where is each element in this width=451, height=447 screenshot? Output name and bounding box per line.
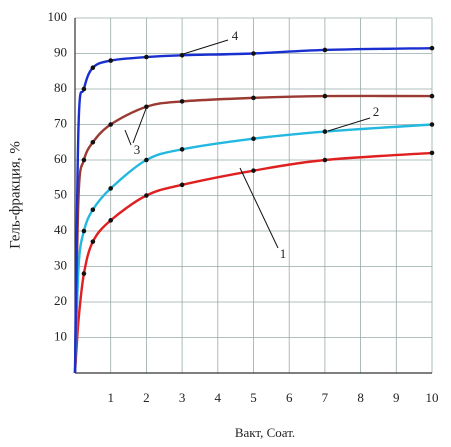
data-point: [90, 139, 96, 145]
x-tick-label: 9: [393, 390, 400, 405]
data-point: [108, 58, 113, 63]
x-tick-label: 7: [322, 390, 329, 405]
curve-label: 1: [280, 246, 287, 261]
data-point: [251, 168, 256, 173]
y-tick-label: 30: [54, 257, 67, 272]
data-point: [144, 193, 149, 198]
data-point: [179, 147, 185, 152]
y-tick-label: 20: [54, 293, 67, 308]
data-point: [144, 54, 149, 60]
x-tick-label: 2: [143, 390, 150, 405]
x-tick-label: 1: [107, 390, 114, 405]
data-point: [429, 93, 435, 99]
y-axis-label: Гель-фракция, %: [7, 141, 23, 249]
leader-line: [124, 129, 132, 146]
leader-line: [179, 39, 229, 56]
data-point: [322, 93, 328, 99]
x-axis-label: Вакт, Соат.: [235, 425, 295, 440]
data-point: [108, 122, 113, 127]
curve-label: 4: [232, 28, 239, 43]
data-point: [429, 150, 435, 156]
data-point: [179, 99, 185, 104]
data-point: [429, 45, 435, 51]
series-line: [73, 94, 433, 374]
y-tick-label: 90: [54, 44, 67, 59]
x-tick-label: 3: [179, 390, 186, 405]
data-point: [251, 95, 256, 101]
curve-label: 3: [134, 142, 141, 157]
data-point: [251, 51, 256, 56]
x-tick-label: 5: [250, 390, 257, 405]
x-tick-label: 4: [215, 390, 222, 405]
leader-line: [132, 105, 148, 144]
series-line: [73, 46, 433, 374]
y-tick-label: 60: [54, 151, 67, 166]
data-point: [251, 136, 256, 141]
data-point: [108, 186, 113, 191]
data-point: [90, 65, 96, 70]
y-tick-label: 40: [54, 222, 67, 237]
y-tick-label: 70: [54, 115, 67, 130]
data-point: [322, 157, 328, 163]
data-point: [81, 86, 87, 92]
x-tick-label: 8: [357, 390, 364, 405]
leader-line: [239, 167, 279, 249]
y-tick-label: 10: [54, 328, 67, 343]
series-line: [73, 151, 433, 374]
leader-line: [327, 117, 371, 132]
x-tick-label: 6: [286, 390, 293, 405]
series-line: [73, 123, 433, 374]
data-point: [108, 218, 113, 223]
curve-label: 2: [373, 104, 380, 119]
data-point: [322, 47, 328, 53]
data-point: [90, 207, 96, 212]
x-tick-label: 10: [426, 390, 439, 405]
y-tick-label: 80: [54, 80, 67, 95]
data-point: [179, 182, 185, 188]
data-point: [322, 129, 328, 134]
data-point: [144, 157, 149, 163]
data-point: [81, 228, 87, 234]
y-tick-label: 50: [54, 186, 67, 201]
data-point: [81, 157, 87, 163]
data-point: [429, 122, 435, 127]
data-point: [81, 271, 87, 276]
data-point: [90, 239, 96, 244]
y-tick-label: 100: [48, 9, 68, 24]
